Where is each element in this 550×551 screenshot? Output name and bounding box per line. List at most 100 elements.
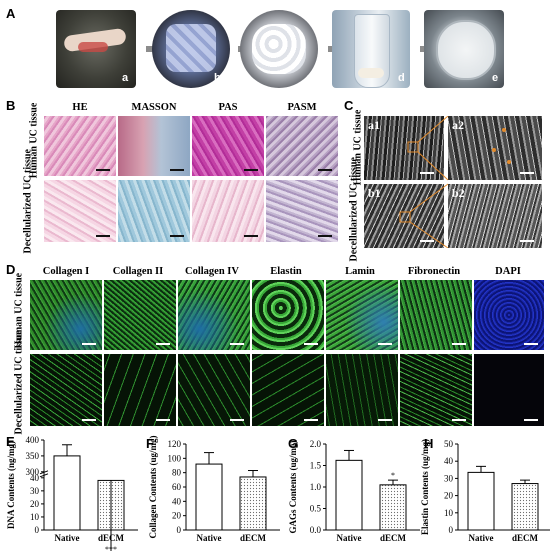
- y-tick-label: 0: [35, 525, 40, 535]
- if-dapi-decell: [474, 354, 544, 426]
- y-tick-label: 50: [444, 439, 454, 449]
- row-label-decell-c: Decellularized UC tissue: [348, 157, 360, 262]
- panel-label-C: C: [344, 98, 354, 113]
- scale-bar: [244, 235, 258, 237]
- umbilical-cord-photo: [56, 10, 136, 88]
- y-tick-label: 20: [172, 511, 182, 521]
- scale-bar: [156, 419, 170, 421]
- tube-powder-photo: [332, 10, 410, 88]
- scale-bar: [230, 419, 244, 421]
- sem-decell-low-mag: [364, 184, 444, 248]
- x-tick-label: dECM: [240, 533, 267, 543]
- sem-label-b2: b2: [452, 186, 465, 200]
- y-tick-label: 1.5: [310, 461, 322, 471]
- y-tick-label: 300: [26, 467, 40, 477]
- scale-bar: [420, 172, 434, 174]
- significance-marker: ***: [105, 545, 117, 551]
- bar-decm: [239, 476, 267, 531]
- panel-label-F: F: [146, 436, 154, 451]
- x-tick-label: dECM: [380, 533, 407, 543]
- masson-decell-image: [118, 180, 190, 242]
- subpanel-label-a: a: [122, 72, 129, 84]
- masson-human-image: [118, 116, 190, 176]
- col-header-collagen-i: Collagen I: [42, 266, 90, 277]
- sem-label-a1: a1: [368, 118, 380, 132]
- scale-bar: [378, 343, 392, 345]
- y-tick-label: 100: [168, 453, 182, 463]
- subpanel-label-b: b: [214, 72, 221, 84]
- pasm-decell-image: [266, 180, 338, 242]
- y-axis-label: Elastin Contents (ug/mg): [420, 439, 430, 535]
- sem-zoom-guides: [399, 116, 511, 248]
- y-tick-label: 400: [26, 435, 40, 445]
- x-tick-label: Native: [469, 533, 494, 543]
- y-tick-label: 40: [444, 456, 454, 466]
- bar-native: [53, 455, 81, 531]
- axis-break: [39, 470, 49, 475]
- hydrogel-dish-photo: [424, 10, 504, 88]
- y-tick-label: 10: [30, 512, 40, 522]
- y-axis-label: Collagen Contents (ug/mg): [148, 435, 158, 538]
- y-tick-label: 10: [444, 508, 454, 518]
- col-header-fibronectin: Fibronectin: [407, 266, 461, 277]
- y-tick-label: 120: [168, 439, 182, 449]
- significance-marker: *: [391, 471, 395, 480]
- row-label-decell-b: Decellularized UC tissue: [22, 149, 34, 254]
- lyophilized-tissue-photo: [240, 10, 318, 88]
- if-elastin-human: [252, 280, 324, 350]
- scale-bar: [304, 343, 318, 345]
- if-collagen-ii-decell: [104, 354, 176, 426]
- panel-label-E: E: [6, 434, 15, 449]
- col-header-elastin: Elastin: [270, 266, 302, 277]
- bar-native: [195, 463, 223, 531]
- col-header-pas: PAS: [218, 102, 238, 113]
- scale-bar: [318, 235, 332, 237]
- y-tick-label: 1.0: [310, 482, 322, 492]
- bar-decm: [511, 483, 539, 531]
- scale-bar: [318, 169, 332, 171]
- scale-bar: [244, 169, 258, 171]
- if-collagen-iv-human: [178, 280, 250, 350]
- y-tick-label: 20: [30, 499, 40, 509]
- scale-bar: [156, 343, 170, 345]
- if-collagen-i-decell: [30, 354, 102, 426]
- col-header-pasm: PASM: [287, 102, 317, 113]
- col-header-collagen-iv: Collagen IV: [185, 266, 239, 277]
- if-dapi-human: [474, 280, 544, 350]
- scale-bar: [524, 419, 538, 421]
- he-human-image: [44, 116, 116, 176]
- scale-bar: [304, 419, 318, 421]
- bar-native: [335, 459, 363, 531]
- col-header-lamin: Lamin: [345, 266, 375, 277]
- if-lamin-decell: [326, 354, 398, 426]
- scale-bar: [82, 419, 96, 421]
- pas-human-image: [192, 116, 264, 176]
- bar-decm: [379, 484, 407, 531]
- y-tick-label: 60: [172, 482, 182, 492]
- sem-label-a2: a2: [452, 118, 464, 132]
- y-tick-label: 80: [172, 468, 182, 478]
- bar-charts: DNA Contents (ng/mg)010203040300350400Na…: [6, 435, 550, 551]
- if-collagen-ii-human: [104, 280, 176, 350]
- sem-human-high-mag: [448, 116, 542, 180]
- sem-human-low-mag: [364, 116, 444, 180]
- panel-label-G: G: [288, 436, 299, 451]
- if-collagen-iv-decell: [178, 354, 250, 426]
- scale-bar: [82, 343, 96, 345]
- scale-bar: [96, 169, 110, 171]
- if-elastin-decell: [252, 354, 324, 426]
- pasm-human-image: [266, 116, 338, 176]
- y-tick-label: 350: [26, 451, 40, 461]
- sem-decell-high-mag: [448, 184, 542, 248]
- scale-bar: [520, 172, 534, 174]
- y-tick-label: 40: [172, 496, 182, 506]
- y-tick-label: 0: [449, 525, 454, 535]
- if-fibronectin-decell: [400, 354, 472, 426]
- scale-bar: [96, 235, 110, 237]
- subpanel-label-d: d: [398, 72, 405, 84]
- bar-native: [467, 471, 495, 531]
- panel-label-D: D: [6, 262, 16, 277]
- col-header-he: HE: [72, 102, 88, 113]
- y-tick-label: 40: [30, 473, 40, 483]
- row-label-decell-d: Decellularized UC tissue: [13, 330, 25, 435]
